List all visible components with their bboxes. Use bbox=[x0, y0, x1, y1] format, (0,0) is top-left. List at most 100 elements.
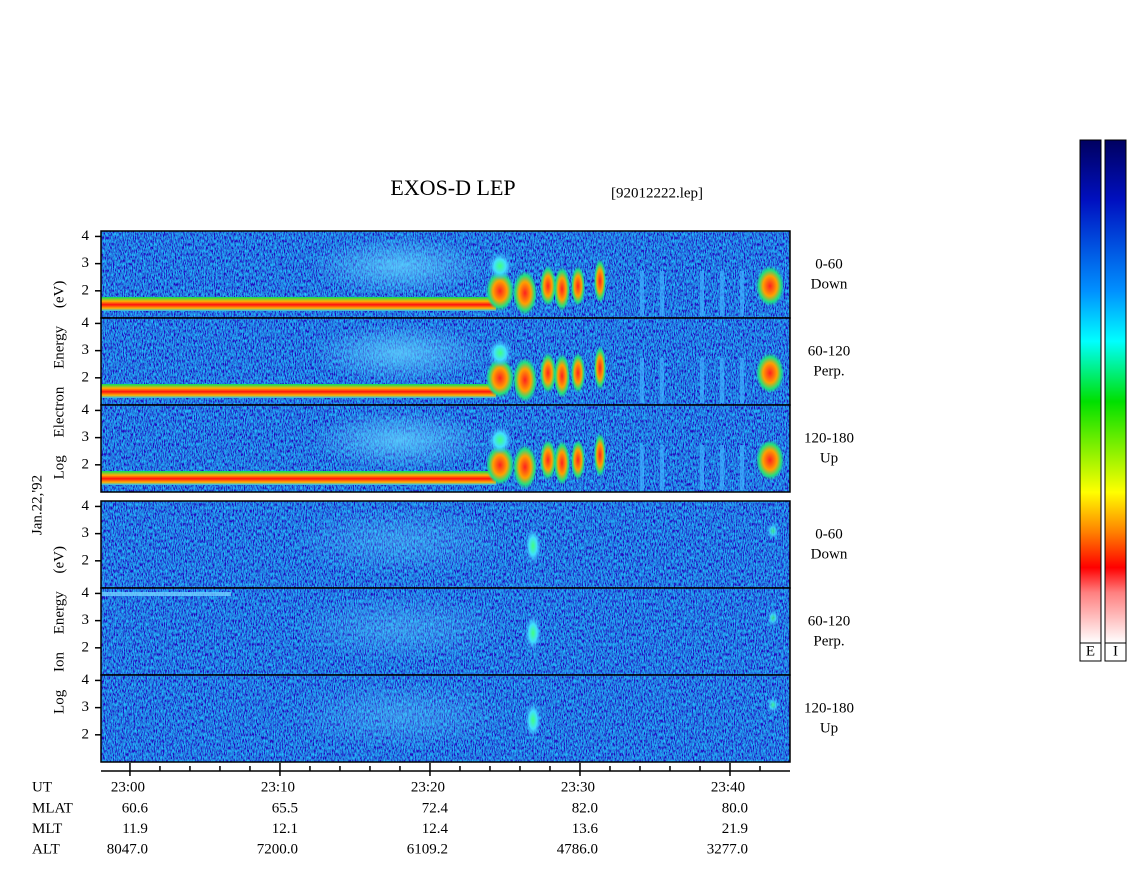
y-tick-label: 3 bbox=[82, 255, 90, 271]
spectrogram-haze bbox=[310, 323, 490, 383]
x-tick-label: 23:00 bbox=[111, 779, 145, 795]
y-tick-label: 3 bbox=[82, 612, 90, 628]
colorbar-label-box bbox=[1079, 642, 1102, 662]
spectrogram-haze bbox=[310, 410, 490, 470]
spectrogram-blob bbox=[756, 353, 784, 393]
spectrogram-blob bbox=[513, 271, 537, 315]
orbit-value: 11.9 bbox=[122, 821, 148, 837]
spectrogram-band bbox=[101, 297, 496, 311]
panel-angle: 0-60 bbox=[815, 256, 843, 272]
x-tick-label: 23:20 bbox=[411, 779, 445, 795]
y-tick-label: 3 bbox=[82, 699, 90, 715]
panel-angle: 60-120 bbox=[808, 343, 851, 359]
spectrogram-blob bbox=[756, 266, 784, 306]
spectrogram-haze bbox=[310, 236, 490, 296]
y-tick-label: 2 bbox=[82, 369, 90, 385]
spectrogram-haze bbox=[290, 506, 510, 576]
y-tick-label: 2 bbox=[82, 456, 90, 472]
spectrogram-blob bbox=[540, 440, 556, 480]
orbit-value: 65.5 bbox=[272, 800, 298, 816]
spectrogram-blob bbox=[525, 702, 541, 738]
spectrogram-streak bbox=[740, 271, 744, 316]
panel-direction: Perp. bbox=[813, 363, 844, 379]
y-tick-label: 4 bbox=[82, 672, 90, 688]
orbit-value: 8047.0 bbox=[107, 841, 148, 857]
spectrogram-blob bbox=[571, 266, 585, 306]
panel-angle: 120-180 bbox=[804, 430, 854, 446]
y-axis-label: Log Electron Energy (eV) bbox=[51, 281, 67, 480]
spectrogram-blob bbox=[571, 353, 585, 393]
orbit-value: 72.4 bbox=[422, 800, 449, 816]
colorbars: E I bbox=[1079, 139, 1127, 662]
y-tick-label: 2 bbox=[82, 282, 90, 298]
panel-angle: 120-180 bbox=[804, 700, 854, 716]
spectrogram-blob bbox=[488, 339, 512, 367]
spectrogram-blob bbox=[486, 445, 514, 485]
x-tick-label: 23:10 bbox=[261, 779, 295, 795]
panel-direction: Up bbox=[820, 450, 838, 466]
orbit-value: 7200.0 bbox=[257, 841, 298, 857]
panel-direction: Up bbox=[820, 720, 838, 736]
spectrogram-blob bbox=[554, 441, 570, 485]
colorbar bbox=[1079, 139, 1102, 644]
spectrogram-blob bbox=[540, 266, 556, 306]
orbit-row-label: UT bbox=[32, 779, 52, 795]
colorbar-label: I bbox=[1113, 643, 1118, 659]
spectrogram-haze bbox=[290, 593, 510, 663]
spectrogram-streak bbox=[740, 445, 744, 490]
title: EXOS-D LEP bbox=[390, 175, 515, 200]
x-tick-label: 23:30 bbox=[561, 779, 595, 795]
panel-direction: Down bbox=[811, 546, 848, 562]
y-tick-label: 4 bbox=[82, 402, 90, 418]
y-tick-label: 2 bbox=[82, 552, 90, 568]
y-tick-label: 4 bbox=[82, 585, 90, 601]
orbit-value: 21.9 bbox=[722, 821, 748, 837]
spectrogram-streak bbox=[640, 445, 644, 490]
file-name: [92012222.lep] bbox=[611, 185, 703, 201]
orbit-row-label: MLAT bbox=[32, 800, 73, 816]
spectrogram-band bbox=[101, 471, 496, 485]
panel-angle: 0-60 bbox=[815, 526, 843, 542]
y-tick-label: 2 bbox=[82, 726, 90, 742]
colorbar-label-box bbox=[1104, 642, 1127, 662]
spectrogram-streak bbox=[720, 358, 724, 403]
spectrogram-streak bbox=[700, 358, 704, 403]
orbit-value: 13.6 bbox=[572, 821, 599, 837]
panel-angle: 60-120 bbox=[808, 613, 851, 629]
panel-direction: Perp. bbox=[813, 633, 844, 649]
spectrogram-streak bbox=[720, 271, 724, 316]
y-tick-label: 3 bbox=[82, 525, 90, 541]
spectrogram-band bbox=[101, 384, 496, 398]
spectrogram-streak bbox=[700, 271, 704, 316]
spectrogram-blob bbox=[571, 440, 585, 480]
colorbar bbox=[1104, 139, 1127, 644]
spectrogram-blob bbox=[594, 259, 606, 303]
spectrogram-streak bbox=[660, 445, 664, 490]
y-tick-label: 2 bbox=[82, 639, 90, 655]
orbit-row-label: MLT bbox=[32, 821, 62, 837]
orbit-value: 12.1 bbox=[272, 821, 298, 837]
spectrogram-streak bbox=[700, 445, 704, 490]
panel-direction: Down bbox=[811, 276, 848, 292]
spectrogram-blob bbox=[756, 440, 784, 480]
y-tick-label: 3 bbox=[82, 429, 90, 445]
spectrogram-haze bbox=[290, 680, 510, 750]
spectrogram-streak bbox=[720, 445, 724, 490]
spectrogram-streak bbox=[660, 271, 664, 316]
spectrogram-streak bbox=[640, 271, 644, 316]
spectrogram-blob bbox=[767, 697, 779, 713]
spectrogram-blob bbox=[513, 358, 537, 402]
colorbar-label: E bbox=[1086, 643, 1095, 659]
orbit-row-label: ALT bbox=[32, 841, 60, 857]
spectrogram-streak bbox=[660, 358, 664, 403]
spectrogram-blob bbox=[486, 271, 514, 311]
y-tick-label: 4 bbox=[82, 315, 90, 331]
spectrogram-blob bbox=[540, 353, 556, 393]
y-tick-label: 4 bbox=[82, 498, 90, 514]
orbit-value: 60.6 bbox=[122, 800, 149, 816]
y-axis-label: Log Ion Energy (eV) bbox=[51, 546, 67, 714]
spectrogram-blob bbox=[594, 346, 606, 390]
y-tick-label: 4 bbox=[82, 228, 90, 244]
